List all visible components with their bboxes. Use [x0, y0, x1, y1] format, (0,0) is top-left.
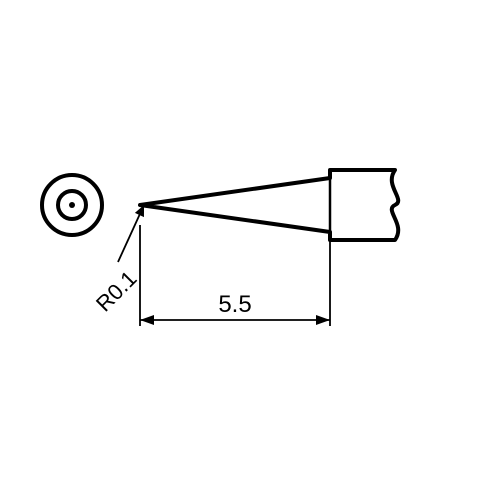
side-view	[140, 170, 398, 240]
radius-label: R0.1	[91, 266, 142, 317]
end-view-center-dot	[69, 202, 75, 208]
length-dimension: 5.5	[140, 225, 330, 326]
dimension-arrow-left	[140, 315, 154, 325]
dimension-arrow-right	[316, 315, 330, 325]
dimension-value: 5.5	[218, 291, 251, 318]
end-view	[42, 175, 102, 235]
side-view-outline	[140, 170, 398, 240]
technical-diagram: R0.1 5.5	[0, 0, 500, 500]
